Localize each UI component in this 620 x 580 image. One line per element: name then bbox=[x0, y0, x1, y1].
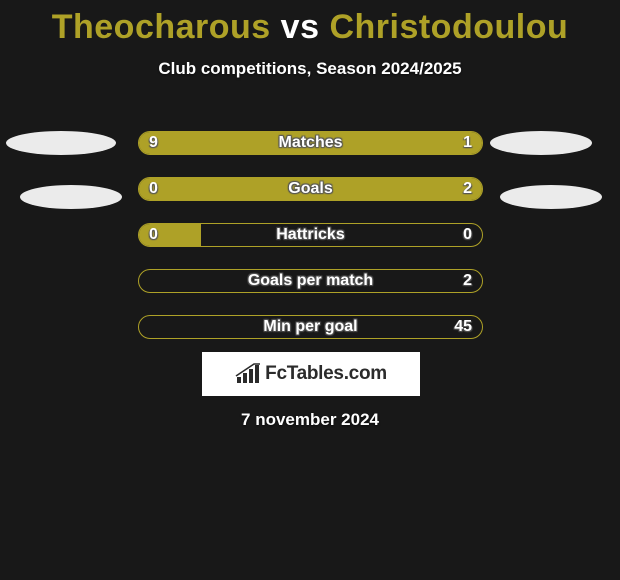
brand-chart-icon bbox=[235, 363, 261, 385]
title-player1: Theocharous bbox=[52, 8, 271, 46]
comparison-title: Theocharous vs Christodoulou bbox=[0, 0, 620, 47]
stat-value-right: 1 bbox=[463, 132, 472, 154]
stat-value-right: 2 bbox=[463, 270, 472, 292]
brand-text: FcTables.com bbox=[265, 363, 387, 385]
stat-label: Goals per match bbox=[139, 270, 482, 292]
player-badge-ellipse bbox=[500, 185, 602, 209]
player-badge-ellipse bbox=[20, 185, 122, 209]
title-vs: vs bbox=[281, 8, 320, 46]
comparison-bars: 91Matches02Goals00Hattricks2Goals per ma… bbox=[0, 113, 620, 343]
stat-row: 00Hattricks bbox=[138, 223, 483, 247]
stat-value-right: 2 bbox=[463, 178, 472, 200]
stat-value-left: 0 bbox=[149, 178, 158, 200]
stat-value-right: 45 bbox=[454, 316, 472, 338]
stat-row: 02Goals bbox=[138, 177, 483, 201]
player-badge-ellipse bbox=[490, 131, 592, 155]
stat-row: 2Goals per match bbox=[138, 269, 483, 293]
stat-label: Min per goal bbox=[139, 316, 482, 338]
stat-row: 45Min per goal bbox=[138, 315, 483, 339]
player-badge-ellipse bbox=[6, 131, 116, 155]
subtitle: Club competitions, Season 2024/2025 bbox=[0, 59, 620, 79]
stat-value-right: 0 bbox=[463, 224, 472, 246]
stat-value-left: 9 bbox=[149, 132, 158, 154]
stat-bar-left bbox=[139, 132, 407, 154]
stat-row: 91Matches bbox=[138, 131, 483, 155]
stat-value-left: 0 bbox=[149, 224, 158, 246]
stat-bar-right bbox=[204, 178, 482, 200]
brand-badge: FcTables.com bbox=[202, 352, 420, 396]
title-player2: Christodoulou bbox=[329, 8, 568, 46]
date-text: 7 november 2024 bbox=[0, 410, 620, 430]
